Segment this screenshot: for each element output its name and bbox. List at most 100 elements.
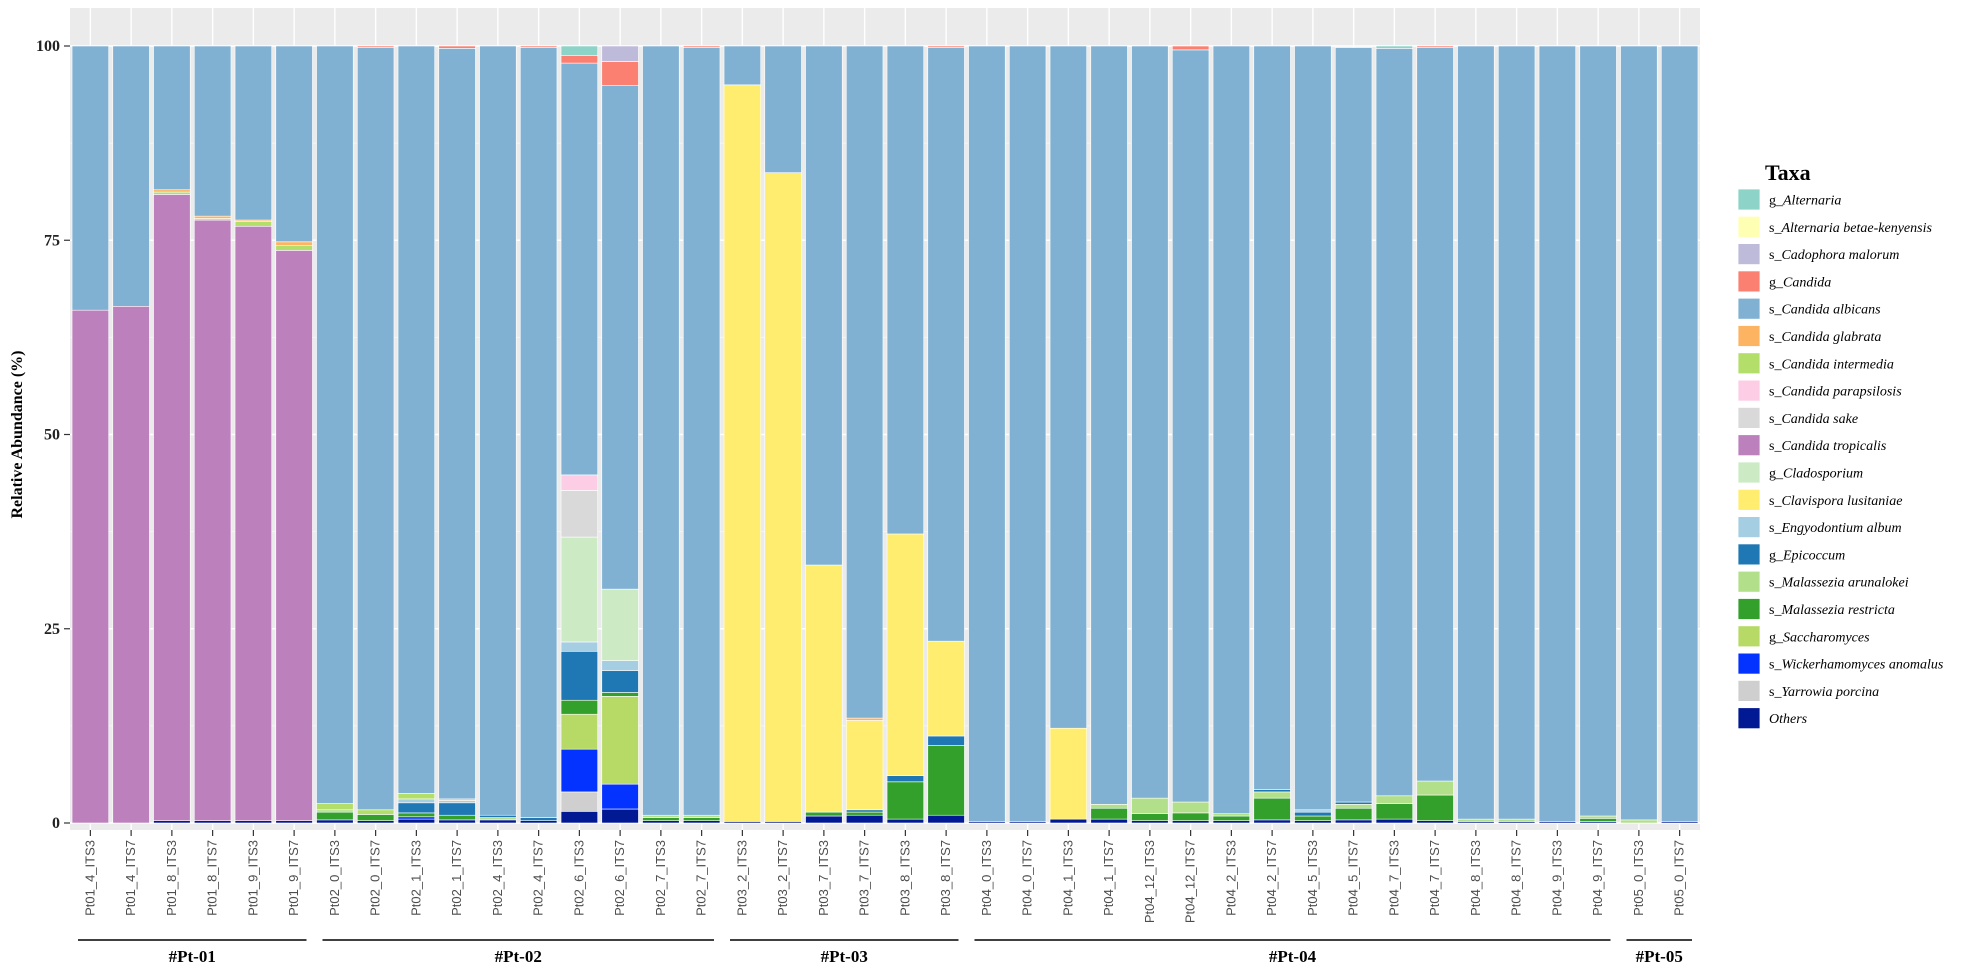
bar-segment	[560, 699, 599, 715]
bar-segment	[1253, 819, 1291, 824]
legend-swatch	[1737, 352, 1761, 375]
bar-segment	[275, 245, 313, 251]
bar-segment	[601, 85, 639, 590]
bar-Pt02_4_ITS7	[519, 45, 558, 824]
legend-item: s_Candida parapsilosis	[1737, 379, 1902, 402]
x-tick-label: Pt03_8_ITS3	[897, 840, 912, 916]
bar-segment	[519, 45, 558, 48]
x-tick-label: Pt03_7_ITS3	[816, 840, 831, 916]
bar-Pt04_1_ITS7	[1090, 45, 1128, 824]
legend-swatch	[1737, 543, 1761, 566]
bar-segment	[316, 811, 354, 821]
bar-segment	[886, 818, 925, 824]
bar-segment	[1049, 818, 1088, 824]
bar-Pt05_0_ITS3	[1620, 45, 1658, 824]
bar-segment	[927, 45, 965, 48]
legend-label: s_Candida intermedia	[1769, 357, 1894, 372]
bar-segment	[601, 808, 639, 824]
legend-swatch	[1737, 461, 1761, 484]
x-tick-label: Pt02_4_ITS3	[490, 840, 505, 916]
bar-Pt02_4_ITS3	[479, 45, 517, 824]
legend-swatch	[1737, 379, 1761, 402]
x-tick-label: Pt01_9_ITS3	[245, 840, 260, 916]
bar-segment	[479, 814, 517, 818]
bar-segment	[397, 802, 436, 814]
bar-segment	[927, 640, 965, 737]
bar-segment	[356, 820, 395, 824]
bar-Pt01_9_ITS3	[234, 45, 273, 824]
bar-Pt04_5_ITS7	[1334, 47, 1373, 824]
sample-groups: #Pt-01 #Pt-02 #Pt-03 #Pt-04 #Pt-05	[78, 939, 1692, 966]
bar-segment	[1579, 45, 1617, 817]
legend-swatch	[1737, 598, 1761, 620]
bar-segment	[682, 814, 721, 818]
bar-segment	[316, 803, 354, 811]
legend-item: g_Alternaria	[1737, 188, 1841, 211]
bar-segment	[1212, 45, 1251, 814]
bar-Pt02_1_ITS3	[397, 45, 436, 824]
x-tick-label: Pt04_8_ITS3	[1468, 840, 1483, 916]
bar-segment	[886, 775, 925, 783]
legend-label: s_Clavispora lusitaniae	[1769, 494, 1902, 509]
bar-Pt04_5_ITS3	[1294, 45, 1332, 824]
bar-segment	[1253, 45, 1291, 790]
x-tick-label: Pt03_7_ITS7	[857, 840, 872, 916]
x-tick-label: Pt02_6_ITS7	[612, 840, 627, 916]
bar-segment	[356, 47, 395, 811]
bar-segment	[560, 811, 599, 824]
bar-segment	[1375, 803, 1414, 820]
y-tick-label: 100	[36, 38, 60, 55]
bar-segment	[1334, 804, 1373, 809]
legend-label: Others	[1769, 712, 1808, 727]
bar-segment	[193, 820, 232, 824]
bar-segment	[560, 791, 599, 812]
bar-Pt02_6_ITS7	[601, 45, 639, 824]
bar-segment	[275, 45, 313, 243]
bar-segment	[1212, 820, 1251, 824]
bar-segment	[1457, 818, 1495, 822]
bar-segment	[1131, 797, 1169, 814]
bar-segment	[845, 45, 884, 719]
bar-segment	[1497, 818, 1536, 822]
legend-swatch	[1737, 215, 1761, 238]
legend-swatch	[1737, 652, 1761, 675]
bar-segment	[845, 814, 884, 824]
bar-segment	[1131, 45, 1169, 799]
bar-Pt01_4_ITS7	[112, 45, 150, 824]
bar-segment	[112, 305, 150, 824]
bar-Pt03_2_ITS7	[764, 45, 802, 824]
bar-segment	[1253, 797, 1291, 821]
bar-Pt04_8_ITS7	[1497, 45, 1536, 824]
bar-segment	[1334, 807, 1373, 821]
x-tick-label: Pt05_0_ITS7	[1672, 840, 1687, 916]
bar-Pt02_0_ITS3	[316, 45, 354, 824]
legend-label: s_Candida parapsilosis	[1769, 385, 1902, 400]
legend-swatch	[1737, 570, 1761, 593]
legend-label: g_Candida	[1769, 275, 1831, 290]
bar-segment	[560, 62, 599, 476]
x-tick-label: Pt02_6_ITS3	[571, 840, 586, 916]
bar-segment	[1416, 47, 1454, 782]
x-tick-label: Pt03_2_ITS7	[775, 840, 790, 916]
legend-item: s_Malassezia restricta	[1737, 598, 1895, 620]
legend-item: s_Candida tropicalis	[1737, 434, 1887, 457]
bar-Pt04_0_ITS7	[1008, 45, 1047, 824]
x-tick-label: Pt02_1_ITS7	[449, 840, 464, 916]
bar-segment	[1416, 45, 1454, 48]
bar-segment	[1171, 801, 1210, 814]
bar-segment	[153, 194, 191, 821]
bar-segment	[1620, 45, 1658, 821]
bar-segment	[1294, 815, 1332, 821]
legend-title: Taxa	[1765, 160, 1811, 185]
legend-item: s_Engyodontium album	[1737, 516, 1902, 538]
bar-segment	[764, 45, 802, 173]
y-axis-title: Relative Abundance (%)	[9, 351, 26, 519]
bar-Pt03_2_ITS3	[723, 45, 762, 824]
bar-segment	[1579, 818, 1617, 822]
bar-segment	[193, 45, 232, 217]
y-tick-label: 25	[44, 621, 60, 638]
bar-segment	[479, 817, 517, 821]
bar-segment	[1171, 45, 1210, 51]
bar-segment	[1334, 819, 1373, 824]
bar-segment	[805, 564, 843, 813]
